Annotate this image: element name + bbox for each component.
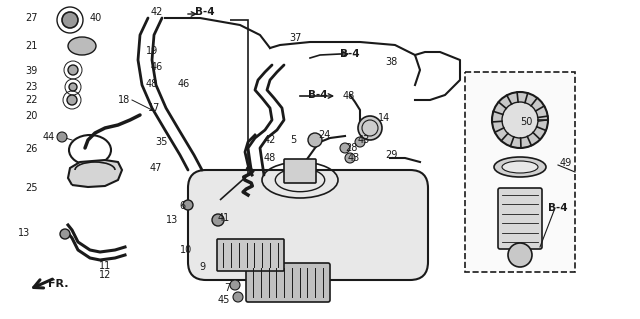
Ellipse shape (494, 157, 546, 177)
Text: 39: 39 (26, 66, 38, 76)
Text: 17: 17 (148, 103, 160, 113)
Text: 5: 5 (290, 135, 296, 145)
Text: 50: 50 (520, 117, 532, 127)
Text: 26: 26 (26, 144, 38, 154)
Circle shape (60, 229, 70, 239)
Text: 12: 12 (99, 270, 111, 280)
Text: 11: 11 (99, 261, 111, 271)
Text: 23: 23 (26, 82, 38, 92)
Circle shape (355, 137, 365, 147)
FancyBboxPatch shape (246, 263, 330, 302)
Text: 48: 48 (343, 91, 355, 101)
Circle shape (308, 133, 322, 147)
Text: 44: 44 (43, 132, 55, 142)
FancyBboxPatch shape (188, 170, 428, 280)
Ellipse shape (502, 161, 538, 173)
Text: 9: 9 (199, 262, 205, 272)
Text: 19: 19 (146, 46, 158, 56)
PathPatch shape (68, 160, 122, 187)
Text: 21: 21 (26, 41, 38, 51)
Circle shape (233, 292, 243, 302)
Circle shape (340, 143, 350, 153)
Text: 20: 20 (26, 111, 38, 121)
Text: 42: 42 (264, 135, 276, 145)
FancyBboxPatch shape (498, 188, 542, 249)
Circle shape (67, 95, 77, 105)
Text: B-4: B-4 (340, 49, 360, 59)
Text: B-4: B-4 (195, 7, 214, 17)
Text: B-4: B-4 (548, 203, 568, 213)
Circle shape (358, 116, 382, 140)
Circle shape (345, 153, 355, 163)
Text: 27: 27 (26, 13, 38, 23)
Text: 7: 7 (224, 283, 230, 293)
Circle shape (502, 102, 538, 138)
Text: 28: 28 (345, 143, 357, 153)
Circle shape (57, 132, 67, 142)
Text: 13: 13 (166, 215, 178, 225)
Circle shape (68, 65, 78, 75)
FancyBboxPatch shape (284, 159, 316, 183)
Text: 6: 6 (179, 201, 185, 211)
Circle shape (508, 243, 532, 267)
Text: 40: 40 (90, 13, 102, 23)
Text: 38: 38 (385, 57, 397, 67)
Text: 24: 24 (318, 130, 330, 140)
Text: 48: 48 (264, 153, 276, 163)
Circle shape (69, 83, 77, 91)
Text: 46: 46 (151, 62, 163, 72)
Text: FR.: FR. (48, 279, 68, 289)
Text: 37: 37 (290, 33, 302, 43)
Text: 18: 18 (118, 95, 130, 105)
Text: 25: 25 (26, 183, 38, 193)
Text: 43: 43 (358, 135, 371, 145)
Text: 14: 14 (378, 113, 390, 123)
Text: 47: 47 (150, 163, 162, 173)
Circle shape (492, 92, 548, 148)
FancyBboxPatch shape (217, 239, 284, 271)
Circle shape (62, 12, 78, 28)
Text: 13: 13 (18, 228, 30, 238)
Text: 29: 29 (385, 150, 397, 160)
Text: 48: 48 (146, 79, 158, 89)
Text: 10: 10 (180, 245, 192, 255)
Text: 42: 42 (150, 7, 163, 17)
Circle shape (212, 214, 224, 226)
Text: B-4: B-4 (308, 90, 328, 100)
Ellipse shape (68, 37, 96, 55)
Text: 45: 45 (218, 295, 230, 305)
Text: 41: 41 (218, 213, 230, 223)
Text: 35: 35 (156, 137, 168, 147)
Circle shape (230, 280, 240, 290)
Text: 46: 46 (178, 79, 190, 89)
Text: 22: 22 (26, 95, 38, 105)
Text: 49: 49 (560, 158, 572, 168)
Bar (465, 72, 575, 272)
Text: 43: 43 (348, 153, 360, 163)
Circle shape (183, 200, 193, 210)
